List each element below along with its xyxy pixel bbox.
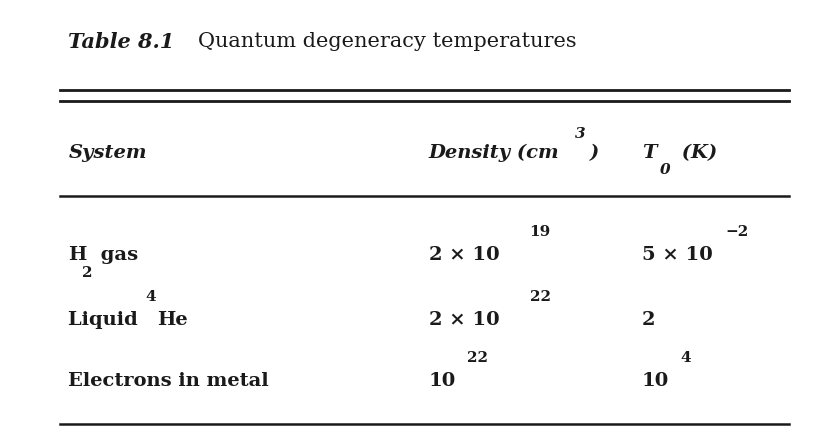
Text: gas: gas <box>94 246 138 264</box>
Text: System: System <box>68 144 147 161</box>
Text: 2: 2 <box>82 266 92 280</box>
Text: 2 × 10: 2 × 10 <box>429 246 499 264</box>
Text: 19: 19 <box>530 225 551 239</box>
Text: 22: 22 <box>468 351 488 365</box>
Text: Electrons in metal: Electrons in metal <box>68 372 269 390</box>
Text: T: T <box>642 144 657 161</box>
Text: ): ) <box>590 144 599 161</box>
Text: 10: 10 <box>642 372 669 390</box>
Text: (K): (K) <box>675 144 717 161</box>
Text: 10: 10 <box>429 372 456 390</box>
Text: −2: −2 <box>725 225 749 239</box>
Text: Density (cm: Density (cm <box>429 143 559 162</box>
Text: H: H <box>68 246 87 264</box>
Text: Liquid: Liquid <box>68 311 145 329</box>
Text: 0: 0 <box>660 163 671 177</box>
Text: 3: 3 <box>575 128 586 141</box>
Text: Quantum degeneracy temperatures: Quantum degeneracy temperatures <box>198 33 577 51</box>
Text: Table 8.1: Table 8.1 <box>68 32 175 52</box>
Text: 2: 2 <box>642 311 655 329</box>
Text: 4: 4 <box>145 290 156 304</box>
Text: 2 × 10: 2 × 10 <box>429 311 499 329</box>
Text: 22: 22 <box>530 290 550 304</box>
Text: He: He <box>157 311 187 329</box>
Text: 4: 4 <box>681 351 691 365</box>
Text: 5 × 10: 5 × 10 <box>642 246 713 264</box>
